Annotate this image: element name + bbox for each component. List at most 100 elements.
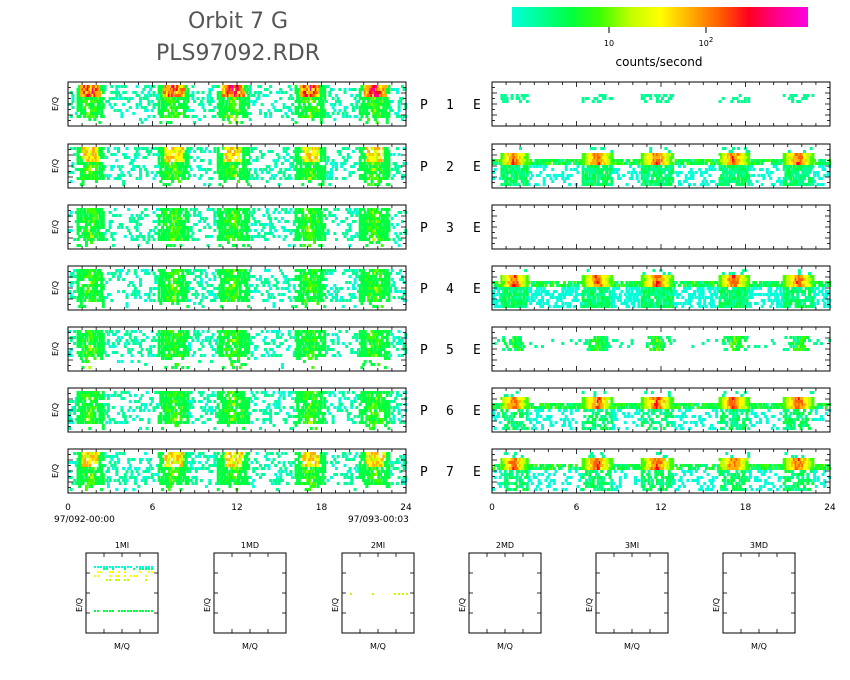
ion-count-cell xyxy=(220,171,224,174)
ion-count-cell xyxy=(216,106,220,109)
ion-count-cell xyxy=(380,94,384,97)
electron-count-cell xyxy=(721,171,725,174)
ion-count-cell xyxy=(311,208,315,211)
ion-count-cell xyxy=(306,88,310,91)
ion-count-cell xyxy=(308,85,311,88)
electron-count-cell xyxy=(740,165,744,168)
ion-count-cell xyxy=(382,165,386,168)
ion-count-cell xyxy=(230,147,234,150)
ion-count-cell xyxy=(159,162,163,165)
electron-count-cell xyxy=(662,94,666,97)
ion-count-cell xyxy=(93,229,97,232)
ion-count-cell xyxy=(358,150,362,153)
ion-count-cell xyxy=(238,112,242,115)
ion-count-cell xyxy=(233,94,237,97)
electron-count-cell xyxy=(794,177,798,180)
ion-count-cell xyxy=(96,156,100,159)
electron-count-cell xyxy=(645,162,649,165)
ion-count-cell xyxy=(296,91,300,94)
ion-count-cell xyxy=(177,156,181,159)
electron-count-cell xyxy=(748,168,752,171)
ion-count-cell xyxy=(86,159,90,162)
ion-count-cell xyxy=(380,244,384,247)
ion-count-cell xyxy=(316,211,320,214)
ion-count-cell xyxy=(367,171,371,174)
electron-count-cell xyxy=(640,156,644,159)
ion-count-cell xyxy=(171,174,175,177)
ion-count-cell xyxy=(240,121,244,124)
ion-count-cell xyxy=(304,168,308,171)
ion-count-cell xyxy=(228,91,232,94)
ion-count-cell xyxy=(323,97,327,100)
ion-count-cell xyxy=(385,165,389,168)
ion-count-cell xyxy=(167,94,171,97)
ion-count-cell xyxy=(360,238,364,241)
ion-count-cell xyxy=(184,159,188,162)
electron-count-cell xyxy=(593,156,597,159)
ion-count-cell xyxy=(186,115,190,118)
electron-count-cell xyxy=(723,171,727,174)
ion-count-cell xyxy=(333,214,337,217)
ion-count-cell xyxy=(220,168,224,171)
ion-count-cell xyxy=(177,211,181,214)
ion-count-cell xyxy=(166,217,169,220)
electron-count-cell xyxy=(811,177,815,180)
ion-count-cell xyxy=(105,174,109,177)
electron-count-cell xyxy=(826,162,830,165)
ion-count-cell xyxy=(79,208,83,211)
electron-count-cell xyxy=(525,162,529,165)
ion-count-cell xyxy=(218,223,222,226)
ion-count-cell xyxy=(326,177,330,180)
ion-count-cell xyxy=(171,226,175,229)
electron-count-cell xyxy=(569,168,573,171)
ion-count-cell xyxy=(384,156,387,159)
ion-count-cell xyxy=(385,229,389,232)
ion-count-cell xyxy=(314,235,318,238)
ion-count-cell xyxy=(304,171,308,174)
ion-count-cell xyxy=(93,211,97,214)
ion-count-cell xyxy=(235,91,239,94)
ion-count-cell xyxy=(387,214,391,217)
ion-count-cell xyxy=(169,244,173,247)
electron-count-cell xyxy=(689,168,693,171)
electron-count-cell xyxy=(791,168,795,171)
ion-count-cell xyxy=(313,159,316,162)
ion-count-cell xyxy=(223,109,227,112)
electron-count-cell xyxy=(803,183,806,186)
ion-count-cell xyxy=(304,223,308,226)
ion-count-cell xyxy=(100,85,104,88)
ion-count-cell xyxy=(194,115,198,118)
ion-count-cell xyxy=(127,171,131,174)
ion-count-cell xyxy=(368,214,372,217)
electron-count-cell xyxy=(566,162,570,165)
ion-count-cell xyxy=(88,290,92,293)
electron-count-cell xyxy=(725,180,729,183)
electron-count-cell xyxy=(645,177,649,180)
ion-count-cell xyxy=(367,177,371,180)
ion-count-cell xyxy=(86,153,90,156)
ion-count-cell xyxy=(363,238,367,241)
ion-count-cell xyxy=(101,88,105,91)
ion-count-cell xyxy=(264,94,267,97)
ion-count-cell xyxy=(377,103,381,106)
ion-count-cell xyxy=(101,299,105,302)
ion-count-cell xyxy=(233,223,237,226)
ion-count-cell xyxy=(358,165,362,168)
ion-count-cell xyxy=(186,100,190,103)
electron-count-cell xyxy=(647,153,651,156)
ion-count-cell xyxy=(184,238,188,241)
ion-count-cell xyxy=(159,214,163,217)
ion-count-cell xyxy=(169,177,173,180)
ion-count-cell xyxy=(145,241,149,244)
ion-count-cell xyxy=(242,85,246,88)
ion-count-cell xyxy=(242,177,246,180)
ion-count-cell xyxy=(98,174,102,177)
ion-count-cell xyxy=(221,235,225,238)
ion-count-cell xyxy=(93,275,97,278)
ion-count-cell xyxy=(308,159,311,162)
ion-count-cell xyxy=(176,223,180,226)
ion-count-cell xyxy=(103,88,107,91)
ion-count-cell xyxy=(179,85,183,88)
ion-count-cell xyxy=(199,217,203,220)
ion-count-cell xyxy=(314,174,318,177)
